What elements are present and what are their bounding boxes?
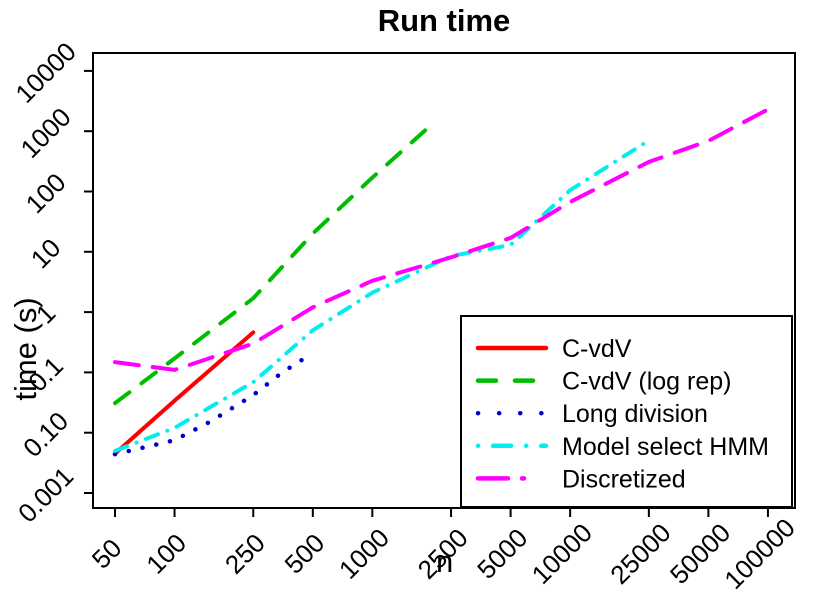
legend-label: C-vdV (log rep) <box>562 368 732 396</box>
x-tick-label: 100 <box>140 528 192 580</box>
series-lines <box>112 107 770 457</box>
x-axis-title: n <box>436 544 454 579</box>
legend-label: Long division <box>562 400 708 428</box>
legend-box <box>460 315 793 508</box>
legend-item-model-select-hmm: Model select HMM <box>475 433 769 461</box>
x-tick-label: 10000 <box>526 517 598 589</box>
legend-label: Model select HMM <box>562 433 769 461</box>
x-tick-label: 5000 <box>471 523 533 585</box>
legend-item-discretized: Discretized <box>475 465 686 493</box>
legend-label: Discretized <box>562 465 686 493</box>
y-tick-label: 10000 <box>9 36 81 108</box>
legend-item-long-division: Long division <box>475 400 708 428</box>
x-tick-label: 1000 <box>333 523 395 585</box>
y-tick-label: 1000 <box>15 102 77 164</box>
series-line-discretized <box>113 107 770 372</box>
legend-item-c-vdv: C-vdV <box>475 335 632 363</box>
legend: C-vdV C-vdV (log rep) Long division Model s… <box>460 315 793 508</box>
y-tick-label: 100 <box>20 167 72 219</box>
x-tick-label: 250 <box>219 528 271 580</box>
series-line-long-division <box>112 350 316 457</box>
x-tick-label: 100000 <box>718 512 801 595</box>
series-line-c-vdv <box>113 330 256 456</box>
x-tick-label: 500 <box>278 528 330 580</box>
legend-item-c-vdv-log-rep: C-vdV (log rep) <box>475 368 732 396</box>
legend-label: C-vdV <box>562 335 632 363</box>
y-tick-label: 0.001 <box>12 461 79 528</box>
plot-border <box>92 52 796 509</box>
chart-title: Run time <box>377 3 511 38</box>
x-tick-label: 25000 <box>604 517 676 589</box>
series-line-model-select-hmm <box>113 138 651 453</box>
x-tick-label: 50 <box>86 533 128 575</box>
series-line-c-vdv-log-rep <box>113 122 434 406</box>
y-axis-title: time (s) <box>8 297 43 401</box>
